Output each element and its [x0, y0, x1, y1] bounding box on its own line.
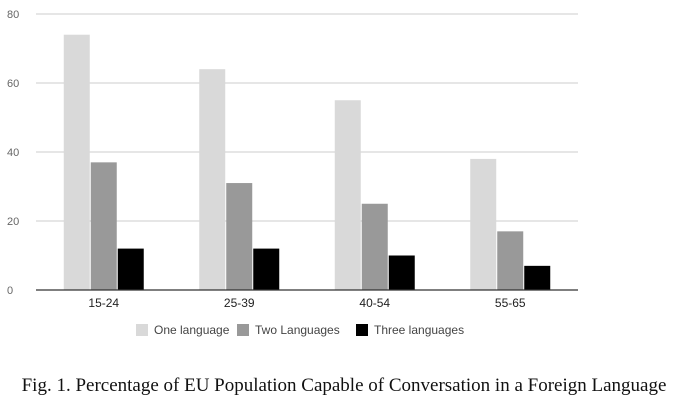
- bar-one-language-25-39: [199, 69, 226, 290]
- x-tick-label: 25-39: [224, 296, 255, 310]
- bar-two-languages-15-24: [90, 162, 117, 290]
- axis-layer: 0 20 40 60 80 15-24 25-39 40-54 55-65: [7, 9, 578, 310]
- y-tick-label: 20: [7, 216, 19, 228]
- x-tick-label: 15-24: [88, 296, 119, 310]
- y-tick-label: 80: [7, 9, 19, 21]
- grid-layer: [36, 13, 578, 222]
- legend-label: Three languages: [374, 323, 464, 337]
- legend-label: One language: [154, 323, 230, 337]
- bar-one-language-55-65: [470, 158, 497, 290]
- bar-two-languages-25-39: [226, 183, 253, 290]
- bar-three-languages-55-65: [524, 265, 551, 290]
- y-tick-label: 60: [7, 78, 19, 90]
- bar-two-languages-40-54: [361, 203, 388, 290]
- y-tick-label: 40: [7, 147, 19, 159]
- bar-three-languages-15-24: [117, 248, 144, 290]
- bar-layer: [63, 34, 551, 291]
- legend-swatch: [136, 324, 148, 336]
- legend-swatch: [356, 324, 368, 336]
- x-tick-label: 55-65: [495, 296, 526, 310]
- legend-label: Two Languages: [255, 323, 340, 337]
- legend: One language Two Languages Three languages: [136, 323, 464, 337]
- bar-one-language-15-24: [63, 34, 90, 291]
- bar-one-language-40-54: [334, 100, 361, 290]
- bar-three-languages-40-54: [388, 255, 415, 290]
- x-tick-label: 40-54: [359, 296, 390, 310]
- figure-caption: Fig. 1. Percentage of EU Population Capa…: [22, 375, 667, 396]
- y-tick-label: 0: [7, 285, 13, 297]
- bar-two-languages-55-65: [497, 231, 524, 290]
- bar-three-languages-25-39: [253, 248, 280, 290]
- legend-swatch: [237, 324, 249, 336]
